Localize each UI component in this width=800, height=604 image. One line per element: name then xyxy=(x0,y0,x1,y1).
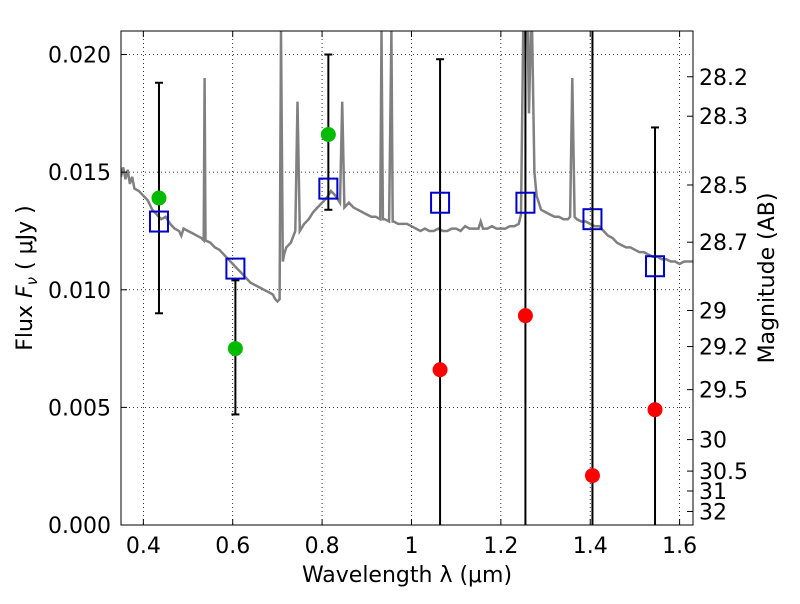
model-photometry-square xyxy=(430,191,451,214)
y-axis-label-subscript: ν xyxy=(23,277,41,285)
y-right-tick-label: 28.5 xyxy=(699,174,748,199)
detection-point xyxy=(320,127,336,143)
plot-background xyxy=(121,31,693,525)
y-axis-label-prefix: Flux xyxy=(13,298,38,351)
y-tick-label: 0.000 xyxy=(48,514,111,539)
photometry-points xyxy=(151,31,663,525)
model-photometry-square xyxy=(225,257,246,280)
y-tick-label: 0.010 xyxy=(48,279,111,304)
y-axis-label-units: ( μJy ) xyxy=(13,205,38,277)
x-axis-label: Wavelength λ (μm) xyxy=(302,563,512,588)
x-tick-label: 0.4 xyxy=(126,534,161,559)
x-tick-label: 0.8 xyxy=(305,534,340,559)
y-right-tick-label: 31 xyxy=(699,480,727,505)
detection-point xyxy=(151,190,167,206)
y-tick-label: 0.020 xyxy=(48,44,111,69)
x-tick-label: 0.6 xyxy=(215,534,250,559)
y-tick-label: 0.005 xyxy=(48,396,111,421)
upper-limit-point xyxy=(647,402,663,418)
x-tick-label: 1.4 xyxy=(573,534,608,559)
y-axis-right-label: Magnitude (AB) xyxy=(755,193,780,364)
x-tick-label: 1.2 xyxy=(483,534,518,559)
model-spectrum xyxy=(121,31,693,304)
y-tick-label: 0.015 xyxy=(48,161,111,186)
upper-limit-point xyxy=(432,362,448,378)
y-axis-left: 0.000 0.005 0.010 0.015 0.020 xyxy=(48,44,127,539)
grid xyxy=(121,31,693,525)
x-tick-label: 1 xyxy=(404,534,418,559)
y-right-tick-label: 29 xyxy=(699,299,727,324)
y-right-tick-label: 29.2 xyxy=(699,336,748,361)
y-right-tick-label: 29.5 xyxy=(699,379,748,404)
model-photometry-square xyxy=(515,191,536,214)
y-right-tick-label: 30 xyxy=(699,429,727,454)
y-axis-label: Flux Fν ( μJy ) xyxy=(13,205,41,350)
detection-point xyxy=(227,341,243,357)
y-axis-label-symbol: F xyxy=(13,285,38,298)
model-photometry-squares xyxy=(148,177,666,280)
x-axis: 0.4 0.6 0.8 1 1.2 1.4 1.6 xyxy=(126,31,697,559)
model-photometry-square xyxy=(645,255,666,278)
y-right-tick-label: 32 xyxy=(699,500,727,525)
x-tick-label: 1.6 xyxy=(662,534,697,559)
plot-frame xyxy=(120,30,694,526)
model-photometry-square xyxy=(318,177,339,200)
model-photometry-square xyxy=(148,210,169,233)
y-right-tick-label: 28.3 xyxy=(699,105,748,130)
y-right-tick-label: 28.7 xyxy=(699,231,748,256)
y-right-tick-label: 30.5 xyxy=(699,460,748,485)
spectrum-line xyxy=(121,31,693,304)
y-right-tick-label: 28.2 xyxy=(699,66,748,91)
upper-limit-point xyxy=(584,468,600,484)
upper-limit-point xyxy=(517,308,533,324)
